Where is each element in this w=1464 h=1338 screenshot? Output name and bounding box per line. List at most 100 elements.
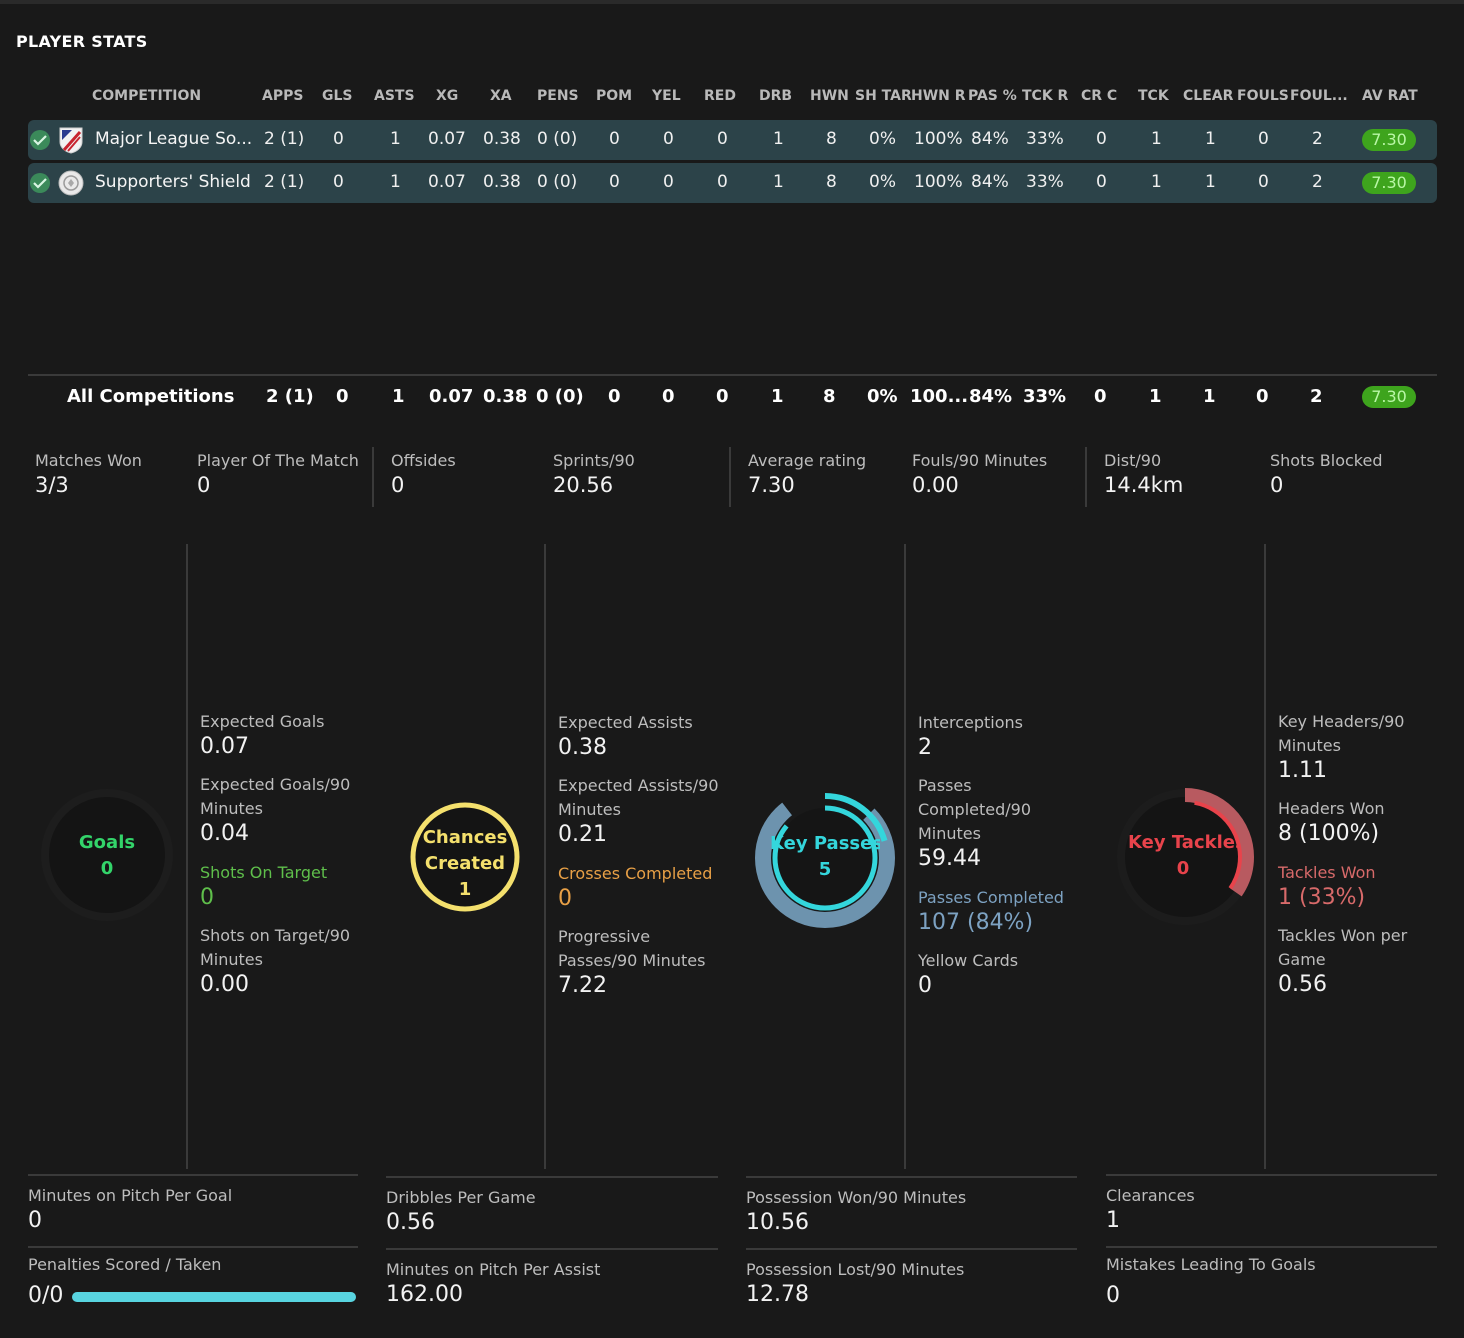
summary-value: 3/3 <box>35 473 69 497</box>
cell-hwn: 8 <box>826 129 837 149</box>
cell-red: 0 <box>717 129 728 149</box>
col-sh-tar[interactable]: SH TAR <box>855 88 912 104</box>
goals-label: Goals <box>78 832 136 853</box>
total-rating-badge: 7.30 <box>1362 386 1416 408</box>
col-pas-pct[interactable]: PAS % <box>968 88 1017 104</box>
col-apps[interactable]: APPS <box>262 88 304 104</box>
table-header: COMPETITION APPS GLS ASTS XG XA PENS POM… <box>0 88 1464 108</box>
mls-logo-icon <box>58 126 84 154</box>
col-red[interactable]: RED <box>704 88 736 104</box>
chances-value: 1 <box>458 879 472 900</box>
divider <box>372 447 374 507</box>
cell-tck-r: 33% <box>1026 172 1064 192</box>
col-xg[interactable]: XG <box>436 88 459 104</box>
cell-sh-tar: 0% <box>869 129 896 149</box>
stat-label: Minutes on Pitch Per Goal <box>28 1186 233 1205</box>
total-fouls: 0 <box>1256 386 1269 407</box>
col-tck-r[interactable]: TCK R <box>1022 88 1069 104</box>
col-tck[interactable]: TCK <box>1138 88 1169 104</box>
key-tackles-label: Key Tackles <box>1128 832 1238 853</box>
col-pom[interactable]: POM <box>596 88 633 104</box>
total-apps: 2 (1) <box>266 386 314 407</box>
totals-divider <box>28 374 1437 376</box>
cell-gls: 0 <box>333 129 344 149</box>
stat-label: Tackles Won per Game <box>1278 926 1408 969</box>
stat-value: 8 (100%) <box>1278 821 1380 846</box>
summary-value: 14.4km <box>1104 473 1184 497</box>
col-drb[interactable]: DRB <box>759 88 793 104</box>
stat-value: 0.00 <box>200 972 249 997</box>
col-yel[interactable]: YEL <box>652 88 681 104</box>
chances-ring <box>410 802 520 912</box>
cell-fouls: 0 <box>1258 129 1269 149</box>
summary-value: 0 <box>391 473 405 497</box>
cell-clear: 1 <box>1205 129 1216 149</box>
cell-pens: 0 (0) <box>537 129 578 149</box>
col-hwn[interactable]: HWN <box>810 88 849 104</box>
cell-red: 0 <box>717 172 728 192</box>
stat-label: Passes Completed <box>918 888 1064 907</box>
col-asts[interactable]: ASTS <box>374 88 415 104</box>
table-row[interactable]: Supporters' Shield 2 (1) 0 1 0.07 0.38 0… <box>28 163 1437 203</box>
cell-apps: 2 (1) <box>264 129 305 149</box>
stat-value: 59.44 <box>918 846 981 871</box>
key-tackles-ring <box>1116 788 1254 926</box>
cell-xg: 0.07 <box>428 129 466 149</box>
stat-label: Expected Goals/90 Minutes <box>200 775 351 818</box>
summary-label: Average rating <box>748 451 867 470</box>
stat-value: 0 <box>200 885 214 910</box>
col-fouls[interactable]: FOULS <box>1237 88 1289 104</box>
divider <box>1264 544 1266 1169</box>
cell-fouls: 0 <box>1258 172 1269 192</box>
col-av-rat[interactable]: AV RAT <box>1362 88 1418 104</box>
total-pens: 0 (0) <box>536 386 584 407</box>
cell-pom: 0 <box>609 172 620 192</box>
cell-cr-c: 0 <box>1096 172 1107 192</box>
cell-fouls-against: 2 <box>1312 129 1323 149</box>
total-pas-pct: 84% <box>969 386 1013 407</box>
stat-label: Passes Completed/90 Minutes <box>918 776 1032 843</box>
competition-name[interactable]: Supporters' Shield <box>95 172 251 192</box>
stat-value: 0.04 <box>200 821 249 846</box>
divider <box>1106 1246 1437 1248</box>
total-sh-tar: 0% <box>867 386 898 407</box>
cell-drb: 1 <box>773 172 784 192</box>
stat-value: 0.07 <box>200 734 249 759</box>
stat-label: Minutes on Pitch Per Assist <box>386 1260 601 1279</box>
stat-value: 162.00 <box>386 1282 463 1307</box>
check-icon <box>30 130 50 150</box>
col-gls[interactable]: GLS <box>322 88 353 104</box>
col-pens[interactable]: PENS <box>537 88 579 104</box>
col-clear[interactable]: CLEAR <box>1183 88 1234 104</box>
stat-value: 107 (84%) <box>918 910 1034 935</box>
stat-value: 12.78 <box>746 1282 809 1307</box>
key-passes-ring <box>755 788 895 928</box>
stat-label: Yellow Cards <box>918 951 1019 970</box>
divider <box>28 1174 358 1176</box>
col-xa[interactable]: XA <box>490 88 512 104</box>
cell-hwn-r: 100% <box>914 172 963 192</box>
col-fouls-against[interactable]: FOUL... <box>1290 88 1348 104</box>
table-row[interactable]: Major League So... 2 (1) 0 1 0.07 0.38 0… <box>28 120 1437 160</box>
divider <box>746 1176 1077 1178</box>
total-cr-c: 0 <box>1094 386 1107 407</box>
stat-value: 0.38 <box>558 735 607 760</box>
summary-label: Player Of The Match <box>197 451 359 470</box>
cell-tck: 1 <box>1151 129 1162 149</box>
col-hwn-r[interactable]: HWN R <box>911 88 966 104</box>
cell-hwn-r: 100% <box>914 129 963 149</box>
stat-label: Dribbles Per Game <box>386 1188 536 1207</box>
col-competition[interactable]: COMPETITION <box>92 88 202 104</box>
stat-value: 10.56 <box>746 1210 809 1235</box>
cell-drb: 1 <box>773 129 784 149</box>
stat-value: 0 <box>918 973 932 998</box>
cell-pom: 0 <box>609 129 620 149</box>
col-cr-c[interactable]: CR C <box>1081 88 1118 104</box>
stat-label: Expected Assists/90 Minutes <box>558 776 719 819</box>
stat-value: 0.21 <box>558 822 607 847</box>
divider <box>1106 1174 1437 1176</box>
competition-name[interactable]: Major League So... <box>95 129 253 149</box>
divider <box>386 1176 718 1178</box>
cell-pas-pct: 84% <box>971 172 1009 192</box>
